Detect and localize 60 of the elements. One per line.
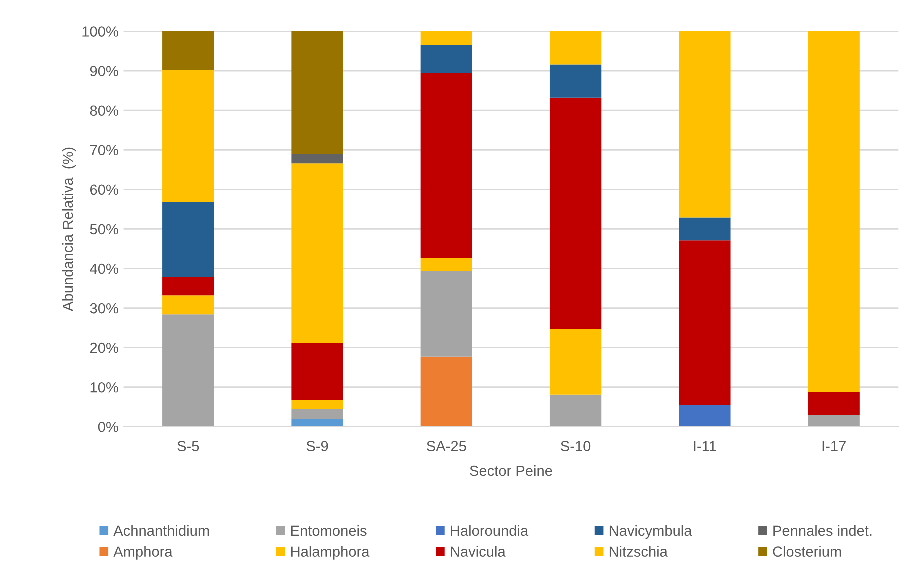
bar [550, 64, 602, 98]
bar [292, 409, 344, 420]
legend-label: Entomoneis [291, 525, 367, 536]
bar [420, 258, 472, 272]
y-tick-label: 30% [90, 303, 118, 314]
y-tick-label: 100% [82, 26, 118, 37]
bar [808, 415, 860, 427]
legend-label: Navicula [451, 546, 506, 557]
bar [292, 419, 344, 427]
y-tick-label: 90% [90, 66, 118, 76]
bar [292, 154, 344, 164]
y-tick-label: 0% [98, 422, 118, 432]
y-tick-label: 20% [90, 342, 118, 354]
x-tick-label: S-10 [561, 441, 591, 452]
bar [292, 400, 344, 410]
y-tick-label: 80% [90, 106, 118, 116]
legend-label: Navicymbula [610, 525, 692, 539]
y-tick-label: 10% [90, 382, 118, 393]
bar [162, 277, 214, 296]
bar [550, 329, 602, 395]
bar [679, 240, 731, 406]
x-tick-label: S-9 [306, 441, 328, 452]
bar [292, 32, 344, 154]
legend-label: Nitzschia [610, 546, 668, 557]
y-tick-label: 70% [90, 145, 118, 156]
bar [550, 98, 602, 330]
bar [550, 394, 602, 427]
bar [808, 32, 860, 392]
legend-label: Halamphora [291, 546, 370, 560]
x-tick-label: I-17 [822, 441, 846, 452]
bar [420, 356, 472, 427]
legend-label: Amphora [114, 546, 173, 560]
bar [162, 314, 214, 427]
legend-label: Achnanthidium [114, 525, 210, 536]
bar [420, 271, 472, 357]
x-axis-title: Sector Peine [470, 465, 552, 476]
legend-label: Pennales indet. [774, 525, 872, 536]
bar [162, 32, 214, 70]
bar [420, 32, 472, 46]
bar [292, 343, 344, 400]
y-tick-label: 60% [90, 184, 118, 196]
y-tick-label: 50% [90, 224, 118, 235]
legend-label: Closterium [773, 546, 842, 557]
bar [162, 202, 214, 278]
bar [679, 218, 731, 241]
bar [679, 32, 731, 218]
bar [420, 45, 472, 74]
x-tick-label: S-5 [178, 441, 200, 452]
x-tick-label: I-11 [694, 441, 716, 452]
y-axis-title: Abundancia Relativa (%) [62, 148, 76, 312]
bar [162, 70, 214, 202]
y-tick-label: 40% [90, 264, 118, 274]
bar [162, 296, 214, 315]
bar [292, 164, 344, 344]
bar [550, 32, 602, 65]
legend-label: Haloroundia [451, 525, 529, 536]
x-tick-label: SA-25 [427, 441, 466, 452]
bar [808, 392, 860, 416]
bar [420, 73, 472, 258]
bar [679, 405, 731, 427]
